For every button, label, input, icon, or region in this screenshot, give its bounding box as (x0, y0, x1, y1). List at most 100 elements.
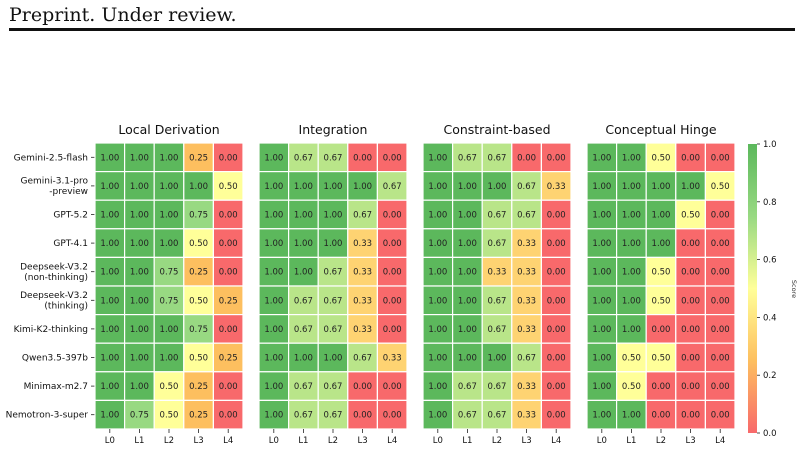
heatmap-cell (452, 256, 483, 287)
heatmap-cell (422, 199, 454, 230)
cell-value-label: 1.00 (294, 354, 313, 364)
heatmap-panel: Constraint-based 1.00 0.67 0.67 0.00 0.00 1.00… (422, 122, 572, 446)
heatmap-cell (675, 285, 706, 316)
cell-value-label: 1.00 (264, 182, 283, 192)
heatmap-cell (540, 399, 572, 430)
cell-value-label: 1.00 (622, 153, 641, 163)
cell-value-label: 0.00 (219, 239, 238, 249)
cell-value-label: 1.00 (324, 239, 343, 249)
cell-value-label: 1.00 (130, 382, 149, 392)
cell-value-label: 1.00 (592, 239, 611, 249)
cell-value-label: 0.75 (160, 296, 179, 306)
column-label: L1 (134, 436, 144, 446)
heatmap-cell (123, 228, 155, 259)
cell-value-label: 0.33 (488, 268, 507, 278)
cell-value-label: 1.00 (100, 182, 119, 192)
cell-value-label: 0.50 (652, 153, 671, 163)
colorbar-tick-label: 0.2 (763, 371, 777, 381)
heatmap-cell (481, 371, 513, 401)
cell-value-label: 0.67 (324, 411, 343, 421)
heatmap-cell (317, 342, 349, 373)
cell-value-label: 0.00 (711, 296, 730, 306)
heatmap-cell (288, 256, 319, 287)
cell-value-label: 0.25 (219, 354, 238, 364)
cell-value-label: 1.00 (100, 411, 119, 421)
cell-value-label: 1.00 (458, 268, 477, 278)
heatmap-cell (123, 171, 155, 201)
cell-value-label: 1.00 (428, 153, 447, 163)
heatmap-cell (452, 228, 483, 259)
cell-value-label: 1.00 (100, 296, 119, 306)
heatmap-cell (258, 142, 290, 173)
cell-value-label: 0.33 (517, 239, 536, 249)
cell-value-label: 0.33 (353, 239, 372, 249)
cell-value-label: 1.00 (100, 354, 119, 364)
cell-value-label: 0.00 (681, 153, 700, 163)
cell-value-label: 0.50 (219, 182, 238, 192)
cell-value-label: 0.67 (353, 354, 372, 364)
cell-value-label: 0.00 (219, 211, 238, 221)
cell-value-label: 1.00 (652, 239, 671, 249)
heatmap-cell (645, 228, 677, 259)
cell-value-label: 0.67 (488, 296, 507, 306)
cell-value-label: 0.67 (488, 153, 507, 163)
cell-value-label: 0.33 (517, 382, 536, 392)
cell-value-label: 1.00 (428, 382, 447, 392)
cell-value-label: 0.67 (488, 411, 507, 421)
row-label: GPT-4.1 (53, 239, 88, 249)
cell-value-label: 1.00 (592, 411, 611, 421)
cell-value-label: 0.50 (189, 354, 208, 364)
cell-value-label: 0.00 (219, 411, 238, 421)
cell-value-label: 0.00 (383, 268, 402, 278)
cell-value-label: 0.00 (711, 325, 730, 335)
cell-value-label: 0.67 (294, 153, 313, 163)
heatmap-cell (376, 142, 408, 173)
cell-value-label: 1.00 (130, 153, 149, 163)
cell-value-label: 1.00 (160, 325, 179, 335)
header-rule (9, 28, 795, 31)
cell-value-label: 1.00 (100, 268, 119, 278)
cell-value-label: 1.00 (264, 354, 283, 364)
cell-value-label: 0.00 (681, 268, 700, 278)
cell-value-label: 1.00 (458, 296, 477, 306)
heatmap-panel: Local Derivation 1.00 1.00 1.00 0.25 0.00 1.00… (94, 122, 244, 446)
heatmap-cell (258, 371, 290, 401)
heatmap-cell (704, 228, 736, 259)
cell-value-label: 0.67 (458, 153, 477, 163)
cell-value-label: 1.00 (428, 182, 447, 192)
heatmap-cell (540, 371, 572, 401)
cell-value-label: 1.00 (324, 182, 343, 192)
cell-value-label: 1.00 (592, 211, 611, 221)
heatmap-cell (645, 171, 677, 201)
cell-value-label: 1.00 (622, 211, 641, 221)
heatmap-cell (586, 285, 618, 316)
heatmap-cell (422, 142, 454, 173)
cell-value-label: 0.33 (353, 268, 372, 278)
cell-value-label: 1.00 (130, 325, 149, 335)
heatmap-cell (94, 399, 126, 430)
cell-value-label: 1.00 (160, 239, 179, 249)
heatmap-cell (153, 314, 185, 344)
cell-value-label: 0.67 (458, 382, 477, 392)
heatmap-cell (511, 228, 542, 259)
heatmap-cell (94, 228, 126, 259)
cell-value-label: 0.00 (383, 296, 402, 306)
cell-value-label: 0.00 (547, 268, 566, 278)
heatmap-cell (376, 342, 408, 373)
cell-value-label: 1.00 (264, 296, 283, 306)
column-label: L2 (328, 436, 338, 446)
heatmap-cell (452, 142, 483, 173)
cell-value-label: 1.00 (294, 182, 313, 192)
row-label: Gemini-3.1-pro -preview (20, 177, 88, 198)
heatmap-cell (645, 142, 677, 173)
cell-value-label: 1.00 (458, 354, 477, 364)
row-label: Minimax-m2.7 (24, 382, 88, 392)
cell-value-label: 0.00 (711, 239, 730, 249)
cell-value-label: 0.00 (681, 296, 700, 306)
column-label: L4 (387, 436, 397, 446)
panel-title: Constraint-based (443, 122, 550, 137)
cell-value-label: 1.00 (130, 182, 149, 192)
cell-value-label: 0.25 (189, 153, 208, 163)
cell-value-label: 0.67 (324, 153, 343, 163)
